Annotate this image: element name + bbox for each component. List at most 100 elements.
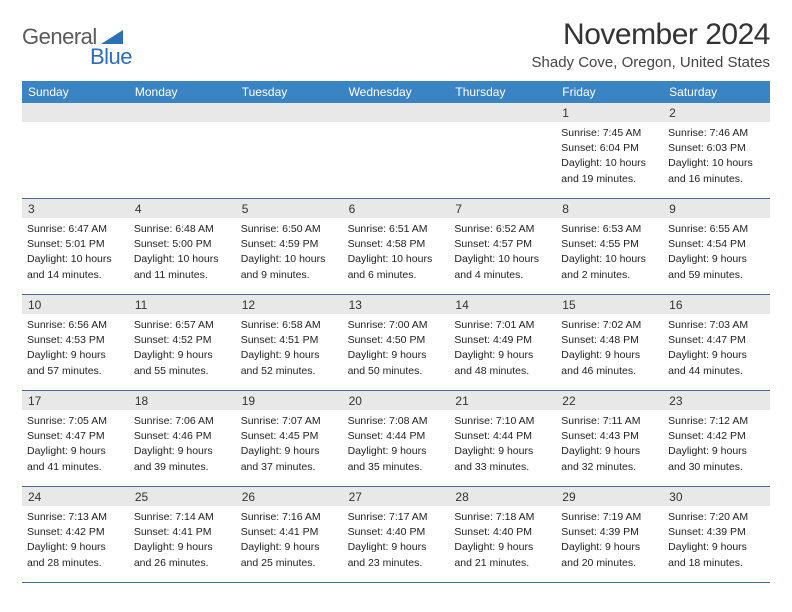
day-cell: [343, 122, 450, 198]
day-sunrise: Sunrise: 7:14 AM: [134, 510, 231, 524]
day-sunrise: Sunrise: 7:13 AM: [27, 510, 124, 524]
day-number: 10: [22, 295, 129, 314]
day-cell: [449, 122, 556, 198]
day-dl2: and 9 minutes.: [241, 268, 338, 282]
day-dl2: and 21 minutes.: [454, 556, 551, 570]
day-dl1: Daylight: 9 hours: [134, 348, 231, 362]
day-dl2: and 14 minutes.: [27, 268, 124, 282]
day-number: 4: [129, 199, 236, 218]
day-dl1: Daylight: 9 hours: [561, 444, 658, 458]
day-sunrise: Sunrise: 7:06 AM: [134, 414, 231, 428]
brand-logo: General Blue: [22, 18, 132, 70]
weekday-label: Tuesday: [236, 81, 343, 103]
day-number: [343, 103, 450, 122]
week-row: Sunrise: 6:47 AMSunset: 5:01 PMDaylight:…: [22, 218, 770, 295]
weekday-label: Friday: [556, 81, 663, 103]
day-sunset: Sunset: 4:55 PM: [561, 237, 658, 251]
week-row: Sunrise: 7:05 AMSunset: 4:47 PMDaylight:…: [22, 410, 770, 487]
weekday-label: Saturday: [663, 81, 770, 103]
day-sunrise: Sunrise: 7:16 AM: [241, 510, 338, 524]
day-dl1: Daylight: 10 hours: [241, 252, 338, 266]
day-dl1: Daylight: 9 hours: [348, 444, 445, 458]
daynum-row: 3456789: [22, 199, 770, 218]
day-number: 20: [343, 391, 450, 410]
day-sunrise: Sunrise: 6:47 AM: [27, 222, 124, 236]
weeks-container: 12Sunrise: 7:45 AMSunset: 6:04 PMDayligh…: [22, 103, 770, 583]
day-number: 7: [449, 199, 556, 218]
day-dl2: and 19 minutes.: [561, 172, 658, 186]
day-dl2: and 20 minutes.: [561, 556, 658, 570]
day-sunrise: Sunrise: 7:01 AM: [454, 318, 551, 332]
daynum-row: 24252627282930: [22, 487, 770, 506]
day-number: 2: [663, 103, 770, 122]
day-dl2: and 50 minutes.: [348, 364, 445, 378]
day-sunset: Sunset: 4:41 PM: [134, 525, 231, 539]
day-sunrise: Sunrise: 7:11 AM: [561, 414, 658, 428]
day-dl2: and 55 minutes.: [134, 364, 231, 378]
day-dl2: and 41 minutes.: [27, 460, 124, 474]
weekday-label: Wednesday: [343, 81, 450, 103]
day-dl2: and 16 minutes.: [668, 172, 765, 186]
day-cell: Sunrise: 6:53 AMSunset: 4:55 PMDaylight:…: [556, 218, 663, 294]
day-dl1: Daylight: 9 hours: [454, 540, 551, 554]
day-dl1: Daylight: 9 hours: [454, 348, 551, 362]
day-dl2: and 35 minutes.: [348, 460, 445, 474]
day-sunrise: Sunrise: 7:17 AM: [348, 510, 445, 524]
weekday-label: Monday: [129, 81, 236, 103]
day-sunset: Sunset: 6:04 PM: [561, 141, 658, 155]
day-cell: Sunrise: 7:11 AMSunset: 4:43 PMDaylight:…: [556, 410, 663, 486]
day-dl1: Daylight: 9 hours: [134, 444, 231, 458]
day-sunset: Sunset: 4:49 PM: [454, 333, 551, 347]
day-dl1: Daylight: 9 hours: [668, 540, 765, 554]
day-dl2: and 46 minutes.: [561, 364, 658, 378]
day-number: [236, 103, 343, 122]
day-cell: Sunrise: 7:20 AMSunset: 4:39 PMDaylight:…: [663, 506, 770, 582]
day-number: 11: [129, 295, 236, 314]
day-dl1: Daylight: 9 hours: [561, 348, 658, 362]
day-number: 27: [343, 487, 450, 506]
day-dl1: Daylight: 9 hours: [241, 540, 338, 554]
day-dl1: Daylight: 10 hours: [348, 252, 445, 266]
day-sunrise: Sunrise: 6:48 AM: [134, 222, 231, 236]
header: General Blue November 2024 Shady Cove, O…: [22, 18, 770, 71]
day-sunset: Sunset: 4:45 PM: [241, 429, 338, 443]
day-dl1: Daylight: 10 hours: [134, 252, 231, 266]
day-dl2: and 52 minutes.: [241, 364, 338, 378]
day-cell: [236, 122, 343, 198]
day-sunrise: Sunrise: 7:12 AM: [668, 414, 765, 428]
day-sunset: Sunset: 4:40 PM: [454, 525, 551, 539]
day-cell: Sunrise: 7:07 AMSunset: 4:45 PMDaylight:…: [236, 410, 343, 486]
day-sunset: Sunset: 4:54 PM: [668, 237, 765, 251]
page-title: November 2024: [532, 18, 770, 52]
day-dl1: Daylight: 10 hours: [561, 252, 658, 266]
day-number: [129, 103, 236, 122]
day-sunset: Sunset: 4:51 PM: [241, 333, 338, 347]
day-cell: Sunrise: 7:00 AMSunset: 4:50 PMDaylight:…: [343, 314, 450, 390]
day-sunrise: Sunrise: 7:00 AM: [348, 318, 445, 332]
day-number: 23: [663, 391, 770, 410]
day-number: 1: [556, 103, 663, 122]
day-number: 25: [129, 487, 236, 506]
day-sunset: Sunset: 4:53 PM: [27, 333, 124, 347]
day-sunset: Sunset: 4:50 PM: [348, 333, 445, 347]
day-number: 29: [556, 487, 663, 506]
day-sunset: Sunset: 6:03 PM: [668, 141, 765, 155]
day-sunset: Sunset: 4:44 PM: [454, 429, 551, 443]
day-sunset: Sunset: 4:42 PM: [27, 525, 124, 539]
day-number: 26: [236, 487, 343, 506]
day-sunrise: Sunrise: 6:57 AM: [134, 318, 231, 332]
day-cell: Sunrise: 6:48 AMSunset: 5:00 PMDaylight:…: [129, 218, 236, 294]
day-number: 14: [449, 295, 556, 314]
day-dl2: and 32 minutes.: [561, 460, 658, 474]
day-dl2: and 28 minutes.: [27, 556, 124, 570]
day-dl1: Daylight: 9 hours: [561, 540, 658, 554]
day-cell: Sunrise: 7:03 AMSunset: 4:47 PMDaylight:…: [663, 314, 770, 390]
day-dl1: Daylight: 9 hours: [241, 444, 338, 458]
day-cell: Sunrise: 6:57 AMSunset: 4:52 PMDaylight:…: [129, 314, 236, 390]
day-cell: Sunrise: 7:19 AMSunset: 4:39 PMDaylight:…: [556, 506, 663, 582]
day-sunrise: Sunrise: 6:51 AM: [348, 222, 445, 236]
day-sunset: Sunset: 4:59 PM: [241, 237, 338, 251]
day-number: 30: [663, 487, 770, 506]
weekday-label: Thursday: [449, 81, 556, 103]
day-cell: Sunrise: 6:52 AMSunset: 4:57 PMDaylight:…: [449, 218, 556, 294]
